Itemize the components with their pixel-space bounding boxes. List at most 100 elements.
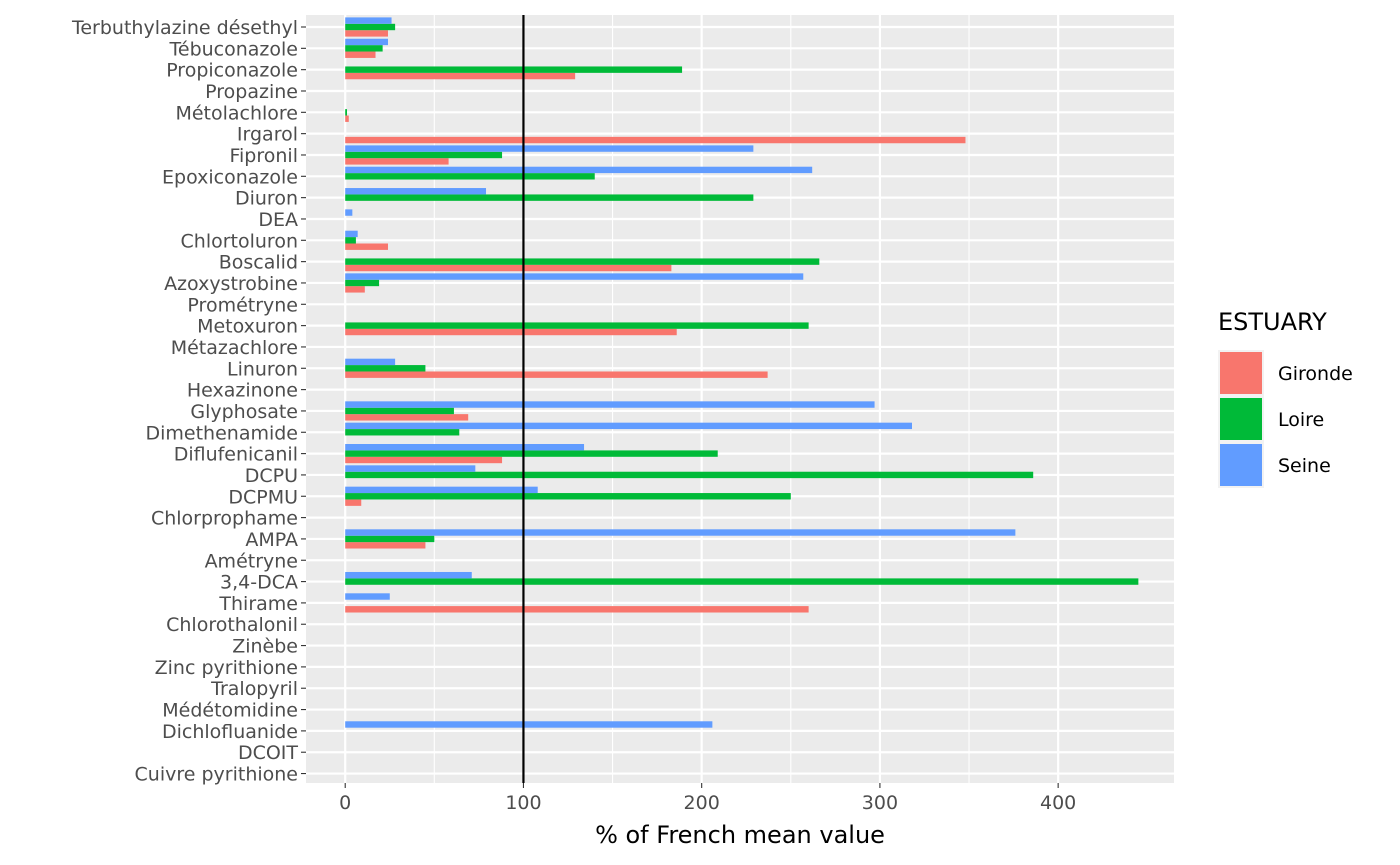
legend-swatch-gironde <box>1220 352 1262 394</box>
y-tick-label: Amétryne <box>205 550 298 572</box>
y-tick-label: Diflufenicanil <box>174 444 298 466</box>
y-tick-label: Chlorothalonil <box>166 614 298 636</box>
y-tick-label: DCPU <box>245 465 298 487</box>
bar-loire <box>345 258 820 265</box>
bar-seine <box>345 358 396 366</box>
bar-seine <box>345 38 388 46</box>
bar-gironde <box>345 542 426 549</box>
y-tick-label: Zinèbe <box>232 636 298 658</box>
y-tick-label: Métolachlore <box>175 102 298 124</box>
y-tick-label: DCOIT <box>238 742 298 764</box>
legend-swatch-seine <box>1220 444 1262 486</box>
y-tick-label: Prométryne <box>187 294 298 316</box>
bar-loire <box>345 322 809 329</box>
bar-seine <box>345 721 713 728</box>
bar-seine <box>345 571 472 579</box>
legend-swatch-loire <box>1220 398 1262 440</box>
bar-gironde <box>345 72 576 80</box>
y-tick-label: Hexazinone <box>187 380 298 402</box>
y-tick-label: AMPA <box>245 529 298 551</box>
bar-loire <box>345 535 435 543</box>
y-tick-label: Chlorprophame <box>151 508 298 530</box>
bar-loire <box>345 493 791 500</box>
legend-label-seine: Seine <box>1278 455 1331 477</box>
bar-gironde <box>345 286 365 293</box>
bar-seine <box>345 230 358 238</box>
bar-seine <box>345 593 390 600</box>
y-tick-label: 3,4-DCA <box>220 572 298 594</box>
y-tick-label: Fipronil <box>229 145 298 167</box>
bar-gironde <box>345 456 503 464</box>
bar-seine <box>345 401 875 408</box>
y-axis-labels: Terbuthylazine désethylTébuconazolePropi… <box>71 17 306 786</box>
bar-loire <box>345 151 503 159</box>
y-tick-label: Boscalid <box>219 252 298 274</box>
bar-marks <box>345 17 1139 728</box>
bar-loire <box>345 429 460 436</box>
bar-loire <box>345 365 426 372</box>
y-tick-label: Médétomidine <box>162 700 298 722</box>
y-tick-label: Dimethenamide <box>145 422 298 444</box>
x-axis-ticks: 0 100 200 300 400 <box>339 783 1076 814</box>
y-tick-label: Dichlofluanide <box>162 721 298 743</box>
y-tick-label: DEA <box>258 209 298 231</box>
bar-seine <box>345 273 804 280</box>
y-tick-label: Propiconazole <box>166 60 298 82</box>
y-tick-label: Terbuthylazine désethyl <box>71 17 298 39</box>
bar-loire <box>345 23 396 31</box>
bar-gironde <box>345 499 362 506</box>
bar-seine <box>345 422 912 430</box>
bar-seine <box>345 166 813 174</box>
bar-seine <box>345 486 538 494</box>
bar-seine <box>345 209 353 216</box>
y-tick-label: Propazine <box>205 81 298 103</box>
bar-seine <box>345 465 476 472</box>
y-tick-label: Diuron <box>235 188 298 210</box>
bar-gironde <box>345 158 449 165</box>
x-tick-label: 200 <box>684 792 720 814</box>
bar-gironde <box>345 328 677 336</box>
y-tick-label: Tébuconazole <box>169 38 299 60</box>
y-tick-label: DCPMU <box>228 486 298 508</box>
y-tick-label: Tralopyril <box>210 678 298 700</box>
legend-title: ESTUARY <box>1218 308 1327 336</box>
x-tick-label: 100 <box>505 792 541 814</box>
x-axis-title: % of French mean value <box>595 821 885 849</box>
y-tick-label: Irgarol <box>237 124 298 146</box>
bar-gironde <box>345 414 469 421</box>
x-tick-label: 400 <box>1040 792 1076 814</box>
bar-gironde <box>345 243 388 250</box>
y-tick-label: Metoxuron <box>197 316 298 338</box>
bar-seine <box>345 444 585 451</box>
bar-seine <box>345 529 1016 536</box>
bar-gironde <box>345 371 768 378</box>
bar-loire <box>345 194 754 201</box>
y-tick-label: Métazachlore <box>171 337 298 359</box>
legend-label-loire: Loire <box>1278 409 1324 431</box>
y-tick-label: Chlortoluron <box>181 230 298 252</box>
bar-gironde <box>345 606 809 613</box>
bar-loire <box>345 66 683 73</box>
bar-loire <box>345 407 454 415</box>
bar-loire <box>345 471 1034 479</box>
y-tick-label: Cuivre pyrithione <box>135 764 298 786</box>
bar-loire <box>345 173 595 180</box>
bar-loire <box>345 578 1139 585</box>
y-tick-label: Thirame <box>218 593 298 615</box>
bar-seine <box>345 188 487 195</box>
bar-gironde <box>345 264 672 272</box>
bar-loire <box>345 237 356 244</box>
bar-gironde <box>345 136 966 144</box>
bar-loire <box>345 109 347 116</box>
y-tick-label: Zinc pyrithione <box>155 657 298 679</box>
x-tick-label: 300 <box>862 792 898 814</box>
bar-gironde <box>345 115 349 122</box>
y-tick-label: Azoxystrobine <box>164 273 298 295</box>
bar-seine <box>345 17 392 24</box>
legend-label-gironde: Gironde <box>1278 363 1353 385</box>
bar-loire <box>345 279 380 287</box>
bar-seine <box>345 145 754 152</box>
y-tick-label: Epoxiconazole <box>162 166 298 188</box>
bar-loire <box>345 45 383 52</box>
